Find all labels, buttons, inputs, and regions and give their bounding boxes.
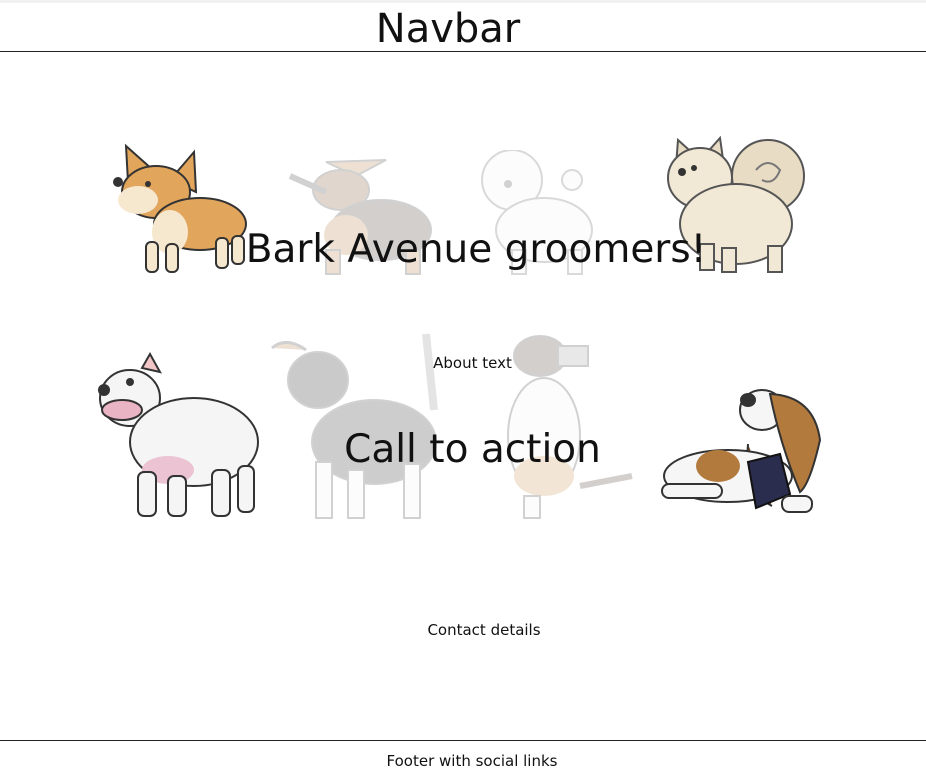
footer-social-links[interactable]: Footer with social links bbox=[386, 752, 558, 770]
dachshund-icon bbox=[288, 159, 432, 275]
call-to-action[interactable]: Call to action bbox=[344, 427, 601, 472]
navbar-title: Navbar bbox=[375, 6, 521, 52]
footer: Footer with social links bbox=[0, 740, 926, 778]
corgi-icon bbox=[113, 143, 247, 273]
bully-icon bbox=[98, 352, 259, 517]
basset-icon bbox=[661, 389, 822, 513]
jack-russell-icon bbox=[507, 335, 633, 519]
contact-details: Contact details bbox=[427, 621, 541, 639]
about-text: About text bbox=[433, 354, 512, 372]
beagle-icon bbox=[271, 333, 438, 519]
navbar: Navbar bbox=[0, 3, 926, 52]
hero-title: Bark Avenue groomers! bbox=[245, 227, 707, 272]
pomeranian-icon bbox=[667, 136, 805, 273]
bichon-icon bbox=[481, 150, 593, 275]
top-strip bbox=[0, 0, 926, 3]
